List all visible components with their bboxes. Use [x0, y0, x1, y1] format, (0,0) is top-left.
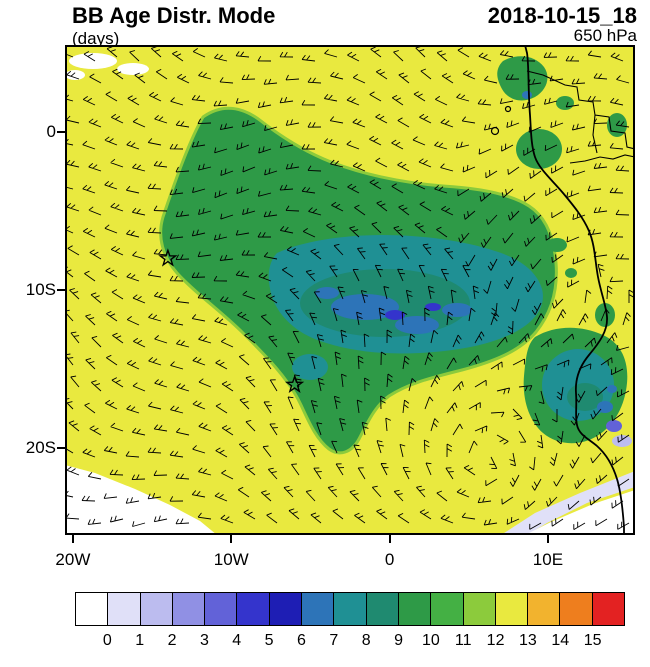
- y-axis-tick: [57, 289, 65, 291]
- midcoast-green-fleck: [547, 238, 567, 252]
- valid-time-label: 2018-10-15_18: [487, 3, 637, 28]
- clean-speck-top-left: [117, 63, 149, 75]
- blue-patch: [395, 316, 439, 334]
- colorbar-cell: [334, 592, 367, 626]
- colorbar-tick-label: 3: [199, 632, 209, 649]
- y-axis-tick: [57, 130, 65, 133]
- map-area: [59, 44, 636, 535]
- clean-region-bottom-left: [65, 465, 217, 535]
- island-outline: [504, 105, 512, 113]
- colorbar-tick-label: 0: [102, 632, 112, 649]
- coastal-lavender-speck: [612, 435, 632, 447]
- topright-green-blob: [497, 56, 548, 101]
- colorbar-tick-label: 9: [394, 632, 403, 649]
- coastal-green-fleck: [595, 303, 615, 327]
- topright-blue-speck: [522, 91, 532, 99]
- y-axis-tick-label: 0: [46, 121, 56, 141]
- colorbar: [75, 592, 626, 626]
- colorbar-cell: [140, 592, 173, 626]
- colorbar-tick-label: 12: [486, 632, 505, 649]
- clean-speck-top-left: [69, 53, 117, 69]
- x-axis-tick-label: 20W: [55, 550, 91, 569]
- topright-green-blob: [516, 129, 562, 169]
- x-axis-tick: [546, 535, 549, 543]
- midcoast-green-fleck: [565, 268, 577, 278]
- island-outlines: [490, 105, 512, 136]
- clean-air-regions: [65, 53, 635, 535]
- colorbar-cell: [592, 592, 626, 626]
- units-label: (days): [72, 29, 120, 48]
- x-axis-tick-label: 0: [384, 550, 395, 569]
- star-marker: [285, 374, 305, 394]
- coastal-blue-speck: [597, 401, 613, 413]
- colorbar-tick-label: 13: [519, 632, 537, 649]
- x-axis-tick-label: 10E: [532, 550, 564, 569]
- colorbar-tick-label: 15: [583, 632, 602, 649]
- deep-blue-speck: [385, 310, 405, 320]
- x-axis-tick: [71, 535, 74, 543]
- map-frame: [65, 45, 635, 535]
- colorbar-tick-label: 4: [232, 632, 242, 649]
- y-axis-tick-label: 20S: [25, 438, 56, 458]
- y-axis-tick-label: 10S: [25, 280, 56, 299]
- colorbar-cell: [366, 592, 399, 626]
- deep-blue-speck: [425, 303, 441, 311]
- colorbar-tick-label: 10: [421, 632, 440, 649]
- coastal-purple-speck: [606, 420, 622, 432]
- colorbar-cell: [560, 592, 593, 626]
- country-borders: [526, 70, 636, 164]
- colorbar-tick-label: 6: [297, 632, 306, 649]
- colorbar-tick-label: 5: [264, 632, 274, 649]
- x-axis-tick: [388, 535, 391, 543]
- x-axis-tick-label: 10W: [213, 550, 249, 569]
- colorbar-cell: [237, 592, 270, 626]
- colorbar-cell: [463, 592, 496, 626]
- island-outline: [490, 126, 500, 136]
- colorbar-cell: [108, 592, 141, 626]
- plume-core-teal-tail: [292, 354, 328, 380]
- plot-title: BB Age Distr. Mode: [72, 3, 276, 28]
- colorbar-cell: [495, 592, 529, 626]
- map-plot: [59, 44, 636, 535]
- blue-patch: [315, 287, 339, 299]
- pressure-level-label: 650 hPa: [573, 26, 637, 45]
- clean-region-lavender-bottom-right: [501, 471, 635, 535]
- colorbar-tick-label: 1: [135, 632, 145, 649]
- x-axis-tick: [230, 535, 233, 543]
- colorbar-cell: [302, 592, 335, 626]
- colorbar-tick-label: 8: [361, 632, 371, 649]
- colorbar-cell: [172, 592, 206, 626]
- colorbar-cell: [205, 592, 238, 626]
- station-markers: [158, 248, 305, 394]
- topright-green-blob: [556, 96, 574, 110]
- colorbar-tick-label: 14: [551, 632, 570, 649]
- star-marker: [158, 248, 178, 267]
- colorbar-cell: [528, 592, 561, 626]
- colorbar-tick-label: 11: [454, 632, 472, 649]
- colorbar-cell: [398, 592, 432, 626]
- colorbar-cell: [431, 592, 464, 626]
- y-axis-tick: [57, 447, 65, 450]
- blue-patch: [442, 303, 472, 317]
- colorbar-tick-label: 2: [167, 632, 177, 649]
- coastline: [524, 44, 625, 535]
- coastal-blue-speck: [607, 385, 617, 393]
- colorbar-cell: [75, 592, 109, 626]
- colorbar-cell: [269, 592, 303, 626]
- colorbar-tick-label: 7: [329, 632, 339, 649]
